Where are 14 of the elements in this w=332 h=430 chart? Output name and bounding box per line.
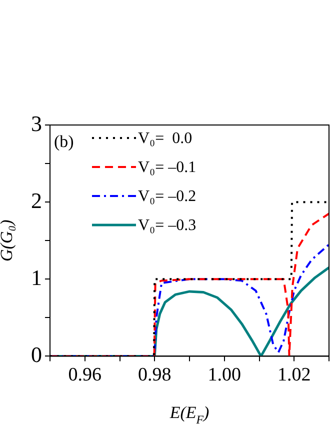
y-axis-title: G(G₀) <box>0 219 16 262</box>
x-tick-label: 0.96 <box>68 364 102 386</box>
annotation: (b) <box>54 132 74 151</box>
legend-label: V₀= 0.0 <box>138 130 192 147</box>
y-tick-label: 1 <box>31 264 42 290</box>
x-tick-label: 0.98 <box>138 364 172 386</box>
legend-label: V₀= –0.3 <box>138 217 196 234</box>
x-tick-label: 1.02 <box>278 364 311 386</box>
y-tick-label: 2 <box>31 188 42 213</box>
legend-label: V₀= –0.2 <box>138 188 196 205</box>
x-tick-label: 1.00 <box>208 364 241 386</box>
y-tick-label: 3 <box>31 110 42 136</box>
y-tick-label: 0 <box>31 342 42 367</box>
legend-label: V₀= –0.1 <box>138 159 196 176</box>
